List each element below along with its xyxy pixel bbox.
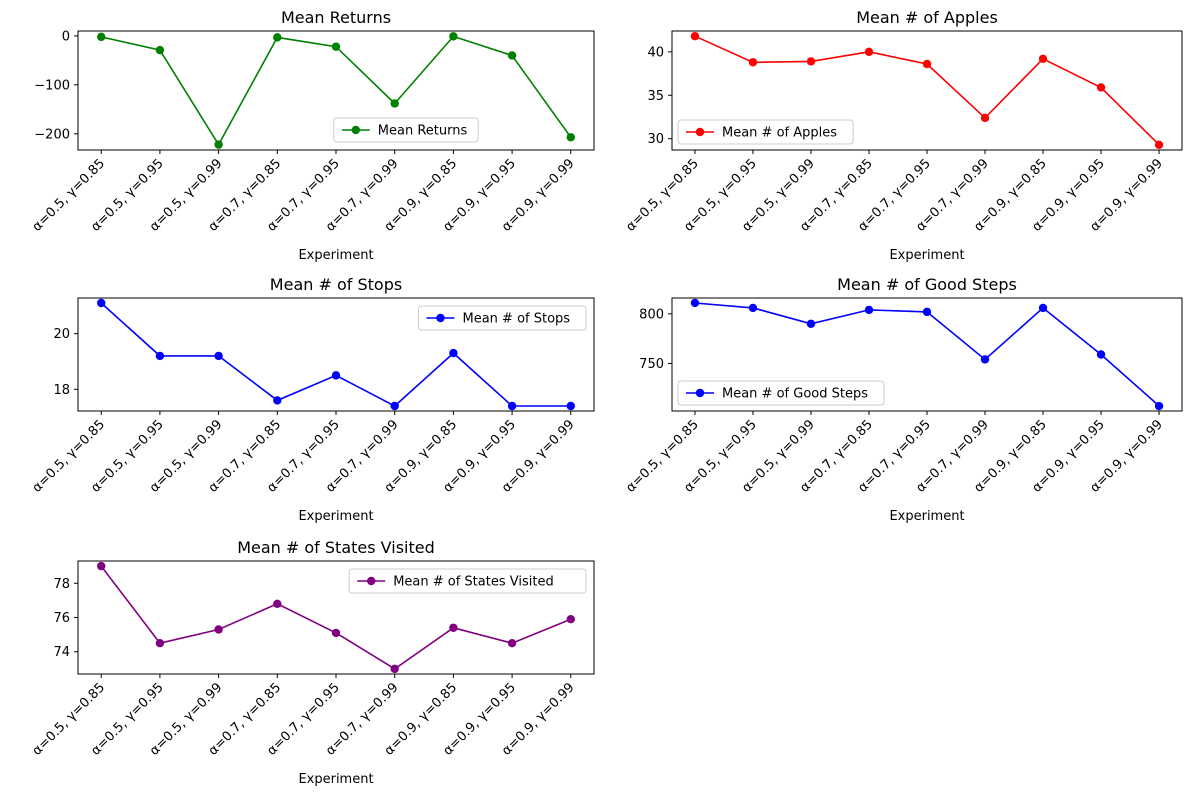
data-point: [806, 57, 816, 66]
data-point: [748, 303, 758, 313]
legend-box: [333, 117, 479, 143]
x-axis-label: Experiment: [298, 248, 373, 263]
data-point: [214, 140, 223, 149]
data-point: [980, 113, 990, 123]
data-point: [331, 42, 341, 51]
x-axis-label: Experiment: [298, 772, 373, 787]
y-tick-label: 800: [639, 307, 664, 322]
data-point: [864, 47, 874, 57]
data-point: [390, 401, 399, 411]
legend-label: Mean # of Apples: [722, 126, 837, 141]
chart-title: Mean Returns: [281, 8, 391, 27]
data-point: [273, 33, 282, 42]
data-point: [1154, 140, 1164, 149]
data-point: [806, 319, 816, 328]
data-point: [1154, 401, 1164, 411]
data-point: [864, 305, 874, 315]
chart-title: Mean # of Stops: [270, 275, 402, 294]
data-point: [449, 32, 458, 41]
data-point: [390, 99, 399, 108]
legend: Mean # of Stops: [418, 305, 587, 331]
data-point: [507, 401, 517, 411]
data-point: [690, 32, 700, 41]
legend-label: Mean # of Good Steps: [722, 387, 868, 402]
data-point: [155, 351, 165, 361]
data-point: [449, 348, 458, 358]
y-tick-label: 78: [53, 577, 70, 592]
data-point: [980, 355, 990, 364]
y-tick-label: 74: [53, 645, 70, 660]
chart-title: Mean # of States Visited: [237, 538, 435, 557]
data-point: [97, 298, 106, 308]
legend-label: Mean # of Stops: [463, 312, 571, 327]
x-axis-label: Experiment: [889, 248, 964, 263]
data-point: [1038, 303, 1048, 313]
legend-box: [348, 568, 587, 594]
y-tick-label: 30: [647, 132, 664, 147]
data-point: [566, 401, 575, 411]
y-tick-label: 35: [647, 89, 664, 104]
legend: Mean # of States Visited: [348, 568, 587, 594]
data-point: [1096, 350, 1106, 359]
y-tick-label: 18: [53, 383, 70, 398]
data-point: [566, 615, 575, 624]
legend-box: [677, 119, 854, 145]
chart-title: Mean # of Apples: [856, 8, 998, 27]
legend-label: Mean Returns: [378, 124, 468, 139]
y-tick-label: 0: [62, 29, 70, 44]
legend-marker: [436, 313, 445, 323]
data-point: [155, 45, 165, 55]
legend-box: [677, 380, 885, 406]
data-point: [507, 51, 517, 60]
y-tick-label: 40: [647, 45, 664, 60]
data-point: [748, 58, 758, 67]
x-axis-label: Experiment: [298, 509, 373, 524]
data-point: [449, 623, 458, 632]
chart-title: Mean # of Good Steps: [837, 275, 1017, 294]
legend: Mean Returns: [333, 117, 479, 143]
data-point: [507, 638, 517, 648]
data-point: [97, 561, 106, 571]
y-tick-label: −100: [34, 78, 70, 93]
data-point: [214, 351, 223, 361]
data-point: [390, 664, 399, 674]
data-point: [566, 133, 575, 142]
data-point: [1096, 83, 1106, 92]
data-point: [273, 396, 282, 405]
legend-marker: [367, 576, 376, 586]
y-tick-label: 750: [639, 357, 664, 372]
y-tick-label: 76: [53, 611, 70, 626]
data-point: [1038, 54, 1048, 63]
legend-marker: [695, 388, 705, 398]
data-point: [273, 599, 282, 609]
data-point: [214, 625, 223, 634]
legend-box: [418, 305, 587, 331]
legend-marker: [695, 127, 705, 137]
data-point: [922, 307, 932, 317]
data-point: [922, 59, 932, 69]
y-tick-label: −200: [34, 127, 70, 142]
legend-marker: [351, 125, 360, 135]
legend: Mean # of Good Steps: [677, 380, 885, 406]
legend: Mean # of Apples: [677, 119, 854, 145]
x-axis-label: Experiment: [889, 509, 964, 524]
data-point: [331, 371, 341, 380]
data-point: [155, 638, 165, 648]
data-point: [690, 298, 700, 308]
legend-label: Mean # of States Visited: [393, 575, 554, 590]
data-point: [97, 32, 106, 42]
y-tick-label: 20: [53, 327, 70, 342]
data-point: [331, 628, 341, 638]
